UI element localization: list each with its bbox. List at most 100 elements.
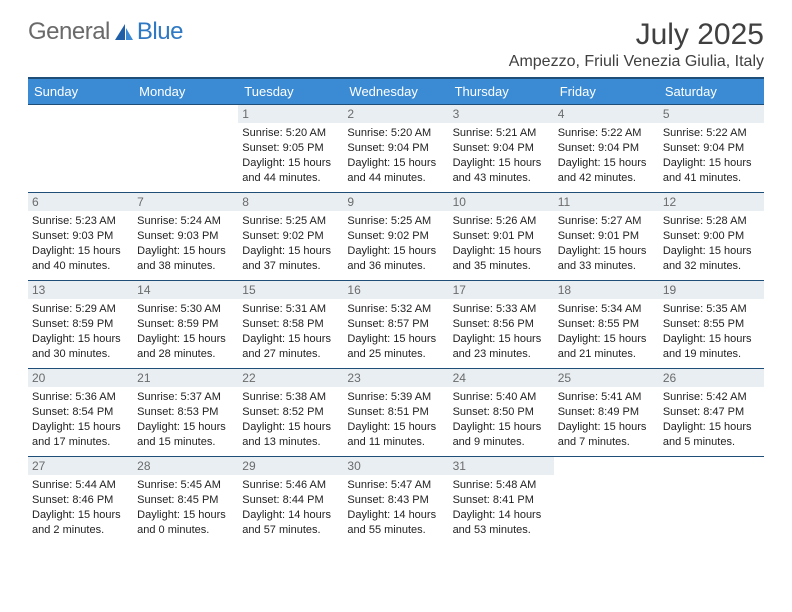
day-number: 25 xyxy=(554,369,659,387)
daylight-text: Daylight: 15 hours and 13 minutes. xyxy=(242,420,339,450)
calendar-day-cell: 25Sunrise: 5:41 AMSunset: 8:49 PMDayligh… xyxy=(554,369,659,457)
sunset-text: Sunset: 8:49 PM xyxy=(558,405,655,420)
daylight-text: Daylight: 15 hours and 44 minutes. xyxy=(242,156,339,186)
day-number: 5 xyxy=(659,105,764,123)
sunset-text: Sunset: 9:04 PM xyxy=(347,141,444,156)
sunrise-text: Sunrise: 5:25 AM xyxy=(347,214,444,229)
sunrise-text: Sunrise: 5:24 AM xyxy=(137,214,234,229)
calendar-day-cell: 10Sunrise: 5:26 AMSunset: 9:01 PMDayligh… xyxy=(449,193,554,281)
weekday-header: Thursday xyxy=(449,78,554,105)
sunset-text: Sunset: 8:43 PM xyxy=(347,493,444,508)
daylight-text: Daylight: 15 hours and 40 minutes. xyxy=(32,244,129,274)
calendar-day-cell: 4Sunrise: 5:22 AMSunset: 9:04 PMDaylight… xyxy=(554,105,659,193)
sunrise-text: Sunrise: 5:36 AM xyxy=(32,390,129,405)
sunset-text: Sunset: 8:44 PM xyxy=(242,493,339,508)
brand-word1: General xyxy=(28,18,110,46)
calendar-day-cell: 31Sunrise: 5:48 AMSunset: 8:41 PMDayligh… xyxy=(449,457,554,545)
sunrise-text: Sunrise: 5:45 AM xyxy=(137,478,234,493)
calendar-day-cell: . xyxy=(659,457,764,545)
sunset-text: Sunset: 8:55 PM xyxy=(558,317,655,332)
daylight-text: Daylight: 15 hours and 2 minutes. xyxy=(32,508,129,538)
day-number: 20 xyxy=(28,369,133,387)
sunset-text: Sunset: 8:47 PM xyxy=(663,405,760,420)
calendar-day-cell: 5 Sunrise: 5:22 AMSunset: 9:04 PMDaylight… xyxy=(659,105,764,193)
daylight-text: Daylight: 15 hours and 33 minutes. xyxy=(558,244,655,274)
daylight-text: Daylight: 15 hours and 36 minutes. xyxy=(347,244,444,274)
daylight-text: Daylight: 15 hours and 27 minutes. xyxy=(242,332,339,362)
day-number: 22 xyxy=(238,369,343,387)
calendar-week-row: 6Sunrise: 5:23 AMSunset: 9:03 PMDaylight… xyxy=(28,193,764,281)
daylight-text: Daylight: 15 hours and 43 minutes. xyxy=(453,156,550,186)
sunset-text: Sunset: 9:04 PM xyxy=(663,141,760,156)
calendar-day-cell: . xyxy=(133,105,238,193)
day-number: 2 xyxy=(343,105,448,123)
calendar-day-cell: 21Sunrise: 5:37 AMSunset: 8:53 PMDayligh… xyxy=(133,369,238,457)
day-number: 16 xyxy=(343,281,448,299)
weekday-header: Tuesday xyxy=(238,78,343,105)
daylight-text: Daylight: 15 hours and 38 minutes. xyxy=(137,244,234,274)
calendar-day-cell: 16 Sunrise: 5:32 AMSunset: 8:57 PMDayligh… xyxy=(343,281,448,369)
daylight-text: Daylight: 14 hours and 53 minutes. xyxy=(453,508,550,538)
day-number: 19 xyxy=(659,281,764,299)
sunrise-text: Sunrise: 5:34 AM xyxy=(558,302,655,317)
sunset-text: Sunset: 8:52 PM xyxy=(242,405,339,420)
calendar-day-cell: 9Sunrise: 5:25 AMSunset: 9:02 PMDaylight… xyxy=(343,193,448,281)
day-number: 10 xyxy=(449,193,554,211)
calendar-day-cell: 17Sunrise: 5:33 AMSunset: 8:56 PMDayligh… xyxy=(449,281,554,369)
sunrise-text: Sunrise: 5:44 AM xyxy=(32,478,129,493)
sunset-text: Sunset: 9:03 PM xyxy=(137,229,234,244)
sunrise-text: Sunrise: 5:21 AM xyxy=(453,126,550,141)
day-number: 13 xyxy=(28,281,133,299)
sunset-text: Sunset: 9:02 PM xyxy=(347,229,444,244)
sunrise-text: Sunrise: 5:41 AM xyxy=(558,390,655,405)
calendar-day-cell: 3Sunrise: 5:21 AMSunset: 9:04 PMDaylight… xyxy=(449,105,554,193)
sunrise-text: Sunrise: 5:42 AM xyxy=(663,390,760,405)
sunrise-text: Sunrise: 5:23 AM xyxy=(32,214,129,229)
daylight-text: Daylight: 15 hours and 44 minutes. xyxy=(347,156,444,186)
calendar-day-cell: 20Sunrise: 5:36 AMSunset: 8:54 PMDayligh… xyxy=(28,369,133,457)
calendar-day-cell: 24Sunrise: 5:40 AMSunset: 8:50 PMDayligh… xyxy=(449,369,554,457)
sunrise-text: Sunrise: 5:22 AM xyxy=(558,126,655,141)
calendar-day-cell: 30Sunrise: 5:47 AMSunset: 8:43 PMDayligh… xyxy=(343,457,448,545)
sunset-text: Sunset: 8:58 PM xyxy=(242,317,339,332)
daylight-text: Daylight: 15 hours and 41 minutes. xyxy=(663,156,760,186)
sunrise-text: Sunrise: 5:30 AM xyxy=(137,302,234,317)
daylight-text: Daylight: 15 hours and 9 minutes. xyxy=(453,420,550,450)
calendar-day-cell: 26Sunrise: 5:42 AMSunset: 8:47 PMDayligh… xyxy=(659,369,764,457)
daylight-text: Daylight: 15 hours and 11 minutes. xyxy=(347,420,444,450)
sunset-text: Sunset: 9:01 PM xyxy=(558,229,655,244)
day-number: 4 xyxy=(554,105,659,123)
calendar-day-cell: 27Sunrise: 5:44 AMSunset: 8:46 PMDayligh… xyxy=(28,457,133,545)
calendar-day-cell: 1Sunrise: 5:20 AMSunset: 9:05 PMDaylight… xyxy=(238,105,343,193)
daylight-text: Daylight: 15 hours and 30 minutes. xyxy=(32,332,129,362)
day-number: 23 xyxy=(343,369,448,387)
sunrise-text: Sunrise: 5:32 AM xyxy=(347,302,444,317)
weekday-header: Saturday xyxy=(659,78,764,105)
daylight-text: Daylight: 15 hours and 23 minutes. xyxy=(453,332,550,362)
sunset-text: Sunset: 8:57 PM xyxy=(347,317,444,332)
day-number: 1 xyxy=(238,105,343,123)
day-number: 31 xyxy=(449,457,554,475)
sunset-text: Sunset: 8:56 PM xyxy=(453,317,550,332)
brand-logo: General Blue xyxy=(28,18,183,46)
calendar-week-row: 20 Sunrise: 5:36 AMSunset: 8:54 PM Dayligh… xyxy=(28,369,764,457)
calendar-day-cell: 7 Sunrise: 5:24 AMSunset: 9:03 PMDaylight… xyxy=(133,193,238,281)
sunrise-text: Sunrise: 5:38 AM xyxy=(242,390,339,405)
daylight-text: Daylight: 15 hours and 15 minutes. xyxy=(137,420,234,450)
day-number: 27 xyxy=(28,457,133,475)
calendar-day-cell: 23Sunrise: 5:39 AMSunset: 8:51 PMDayligh… xyxy=(343,369,448,457)
sunrise-text: Sunrise: 5:33 AM xyxy=(453,302,550,317)
calendar-day-cell: 28Sunrise: 5:45 AMSunset: 8:45 PMDayligh… xyxy=(133,457,238,545)
daylight-text: Daylight: 15 hours and 0 minutes. xyxy=(137,508,234,538)
sunset-text: Sunset: 8:54 PM xyxy=(32,405,129,420)
sunset-text: Sunset: 9:00 PM xyxy=(663,229,760,244)
calendar-day-cell: 18Sunrise: 5:34 AMSunset: 8:55 PMDayligh… xyxy=(554,281,659,369)
calendar-day-cell: 12Sunrise: 5:28 AMSunset: 9:00 PMDayligh… xyxy=(659,193,764,281)
day-number: 28 xyxy=(133,457,238,475)
sunrise-text: Sunrise: 5:46 AM xyxy=(242,478,339,493)
sunrise-text: Sunrise: 5:26 AM xyxy=(453,214,550,229)
sunrise-text: Sunrise: 5:22 AM xyxy=(663,126,760,141)
daylight-text: Daylight: 15 hours and 25 minutes. xyxy=(347,332,444,362)
day-number: 6 xyxy=(28,193,133,211)
day-number: 7 xyxy=(133,193,238,211)
